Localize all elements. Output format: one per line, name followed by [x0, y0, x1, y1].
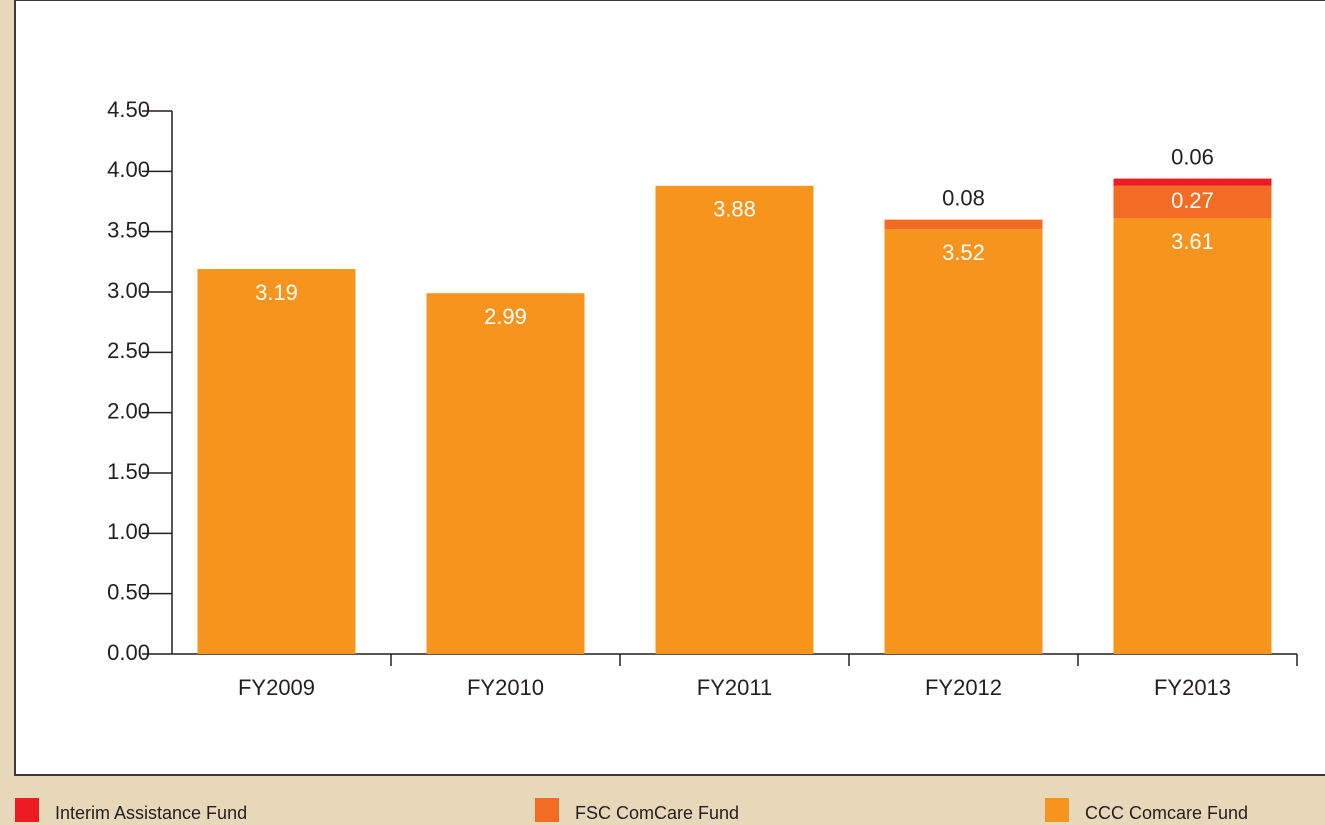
legend-swatch [1045, 798, 1069, 822]
y-tick-label: 0.50 [107, 579, 150, 604]
x-tick-label: FY2009 [238, 675, 315, 700]
x-tick-label: FY2012 [925, 675, 1002, 700]
bar-segment [197, 269, 356, 654]
y-tick-label: 3.50 [107, 217, 150, 242]
bar-segment [884, 219, 1043, 230]
value-label: 0.08 [942, 185, 985, 210]
legend-swatch [535, 798, 559, 822]
legend-swatch [15, 798, 39, 822]
y-tick-label: 1.50 [107, 459, 150, 484]
bar-segment [884, 229, 1043, 654]
y-tick-label: 1.00 [107, 519, 150, 544]
y-tick-label: 3.00 [107, 278, 150, 303]
y-tick-label: 2.00 [107, 398, 150, 423]
y-tick-label: 2.50 [107, 338, 150, 363]
bar-segment [1113, 218, 1272, 655]
legend-label: CCC Comcare Fund [1085, 803, 1248, 823]
value-label: 3.19 [255, 280, 298, 305]
bar-segment [1113, 178, 1272, 186]
y-tick-label: 4.50 [107, 97, 150, 122]
value-label: 3.88 [713, 197, 756, 222]
legend-label: Interim Assistance Fund [55, 803, 247, 823]
x-tick-label: FY2011 [697, 675, 772, 700]
value-label: 0.27 [1171, 188, 1214, 213]
value-label: 2.99 [484, 304, 527, 329]
bar-segment [426, 293, 585, 654]
bar-segment [1113, 185, 1272, 219]
value-label: 3.61 [1171, 229, 1214, 254]
y-tick-label: 4.00 [107, 157, 150, 182]
x-tick-label: FY2010 [467, 675, 544, 700]
x-tick-label: FY2013 [1154, 675, 1231, 700]
value-label: 0.06 [1171, 144, 1214, 169]
legend-label: FSC ComCare Fund [575, 803, 739, 823]
value-label: 3.52 [942, 240, 985, 265]
y-tick-label: 0.00 [107, 640, 150, 665]
bar-segment [655, 185, 814, 654]
